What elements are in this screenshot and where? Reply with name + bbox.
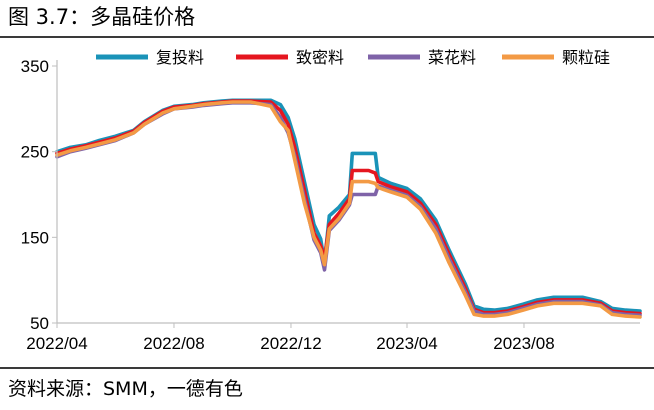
x-tick-label: 2023/08 [493, 334, 554, 353]
polysilicon-price-line-chart: 复投料 致密料 菜花料 颗粒硅 50 150 250 350 2022/04 2022/08 20… [21, 48, 642, 353]
series-line-3 [55, 101, 642, 318]
x-tick-label: 2022/12 [260, 334, 321, 353]
figure-title: 图 3.7：多晶硅价格 [8, 5, 196, 29]
plot-area [55, 98, 642, 319]
legend-item-1: 复投料 [96, 48, 204, 67]
y-tick-label: 50 [30, 314, 49, 333]
legend-label: 颗粒硅 [562, 48, 610, 67]
legend-label: 菜花料 [428, 48, 476, 67]
legend-item-2: 致密料 [236, 48, 344, 67]
y-tick-label: 150 [21, 228, 49, 247]
chart-legend: 复投料 致密料 菜花料 颗粒硅 [96, 48, 610, 67]
x-tick-label: 2022/08 [143, 334, 204, 353]
top-rule [0, 36, 654, 38]
bottom-rule [0, 367, 654, 369]
legend-label: 复投料 [156, 48, 204, 67]
legend-item-4: 颗粒硅 [502, 48, 610, 67]
series-line-4 [55, 100, 642, 319]
y-tick-label: 350 [21, 57, 49, 76]
legend-item-3: 菜花料 [368, 48, 476, 67]
x-tick-label: 2023/04 [376, 334, 437, 353]
source-note: 资料来源：SMM，一德有色 [8, 378, 243, 400]
x-tick-label: 2022/04 [26, 334, 87, 353]
chart-axes: 50 150 250 350 2022/04 2022/08 2022/12 2023/04 2… [21, 57, 640, 353]
legend-label: 致密料 [296, 48, 344, 67]
y-tick-label: 250 [21, 143, 49, 162]
